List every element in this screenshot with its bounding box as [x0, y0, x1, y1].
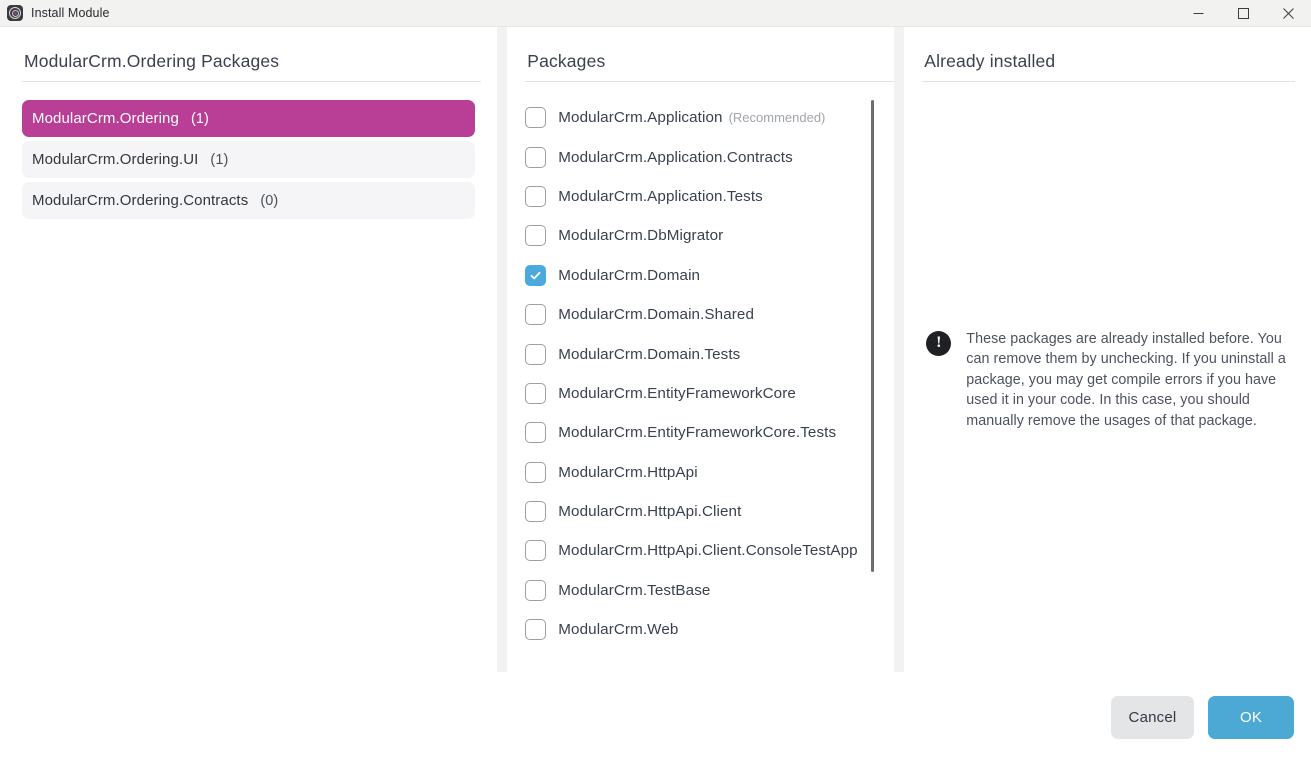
middle-panel-divider	[525, 81, 895, 82]
already-installed-panel: Already installed ! These packages are a…	[904, 27, 1311, 672]
module-list-item[interactable]: ModularCrm.Ordering (1)	[22, 100, 476, 137]
package-tag: (Recommended)	[728, 110, 826, 126]
module-packages-title: ModularCrm.Ordering Packages	[24, 51, 280, 71]
module-list-body: ModularCrm.Ordering (1) ModularCrm.Order…	[0, 82, 497, 672]
already-installed-content: ! These packages are already installed b…	[904, 82, 1311, 672]
package-row[interactable]: ModularCrm.TestBase	[507, 571, 894, 610]
package-name: ModularCrm.Domain.Tests	[558, 345, 741, 363]
module-list: ModularCrm.Ordering (1) ModularCrm.Order…	[0, 82, 497, 219]
left-splitter[interactable]	[497, 27, 508, 672]
package-checkbox[interactable]	[525, 579, 547, 601]
package-name: ModularCrm.EntityFrameworkCore.Tests	[558, 424, 837, 442]
package-row[interactable]: ModularCrm.HttpApi	[507, 453, 894, 492]
package-name: ModularCrm.Domain.Shared	[558, 306, 754, 324]
already-installed-title: Already installed	[924, 51, 1056, 71]
right-splitter[interactable]	[894, 27, 905, 672]
package-row[interactable]: ModularCrm.Domain.Shared	[507, 295, 894, 334]
package-checkbox[interactable]	[525, 540, 547, 562]
package-name: ModularCrm.Domain	[558, 266, 701, 284]
minimize-icon[interactable]	[1176, 0, 1221, 27]
exclamation-icon: !	[926, 330, 952, 356]
package-name: ModularCrm.DbMigrator	[558, 227, 724, 245]
package-name: ModularCrm.Web	[558, 621, 679, 639]
module-item-label: ModularCrm.Ordering.Contracts	[32, 192, 249, 209]
package-name: ModularCrm.Application	[558, 109, 723, 127]
packages-list-body: ModularCrm.Application (Recommended) Mod…	[507, 82, 894, 672]
title-bar: Install Module	[0, 0, 1311, 27]
window-controls	[1176, 0, 1311, 27]
module-item-count: (0)	[260, 192, 279, 209]
right-panel-divider	[922, 81, 1295, 82]
abp-studio-icon	[7, 5, 23, 21]
package-name: ModularCrm.EntityFrameworkCore	[558, 384, 796, 402]
package-name: ModularCrm.Application.Contracts	[558, 148, 793, 166]
window-title: Install Module	[31, 6, 110, 20]
package-checkbox[interactable]	[525, 422, 547, 444]
package-checkbox[interactable]	[525, 501, 547, 523]
package-checkbox[interactable]	[525, 304, 547, 326]
module-item-count: (1)	[210, 151, 229, 168]
package-name: ModularCrm.Application.Tests	[558, 187, 763, 205]
module-item-label: ModularCrm.Ordering.UI	[32, 151, 199, 168]
package-name: ModularCrm.HttpApi.Client	[558, 503, 742, 521]
module-list-item[interactable]: ModularCrm.Ordering.UI (1)	[22, 141, 476, 178]
left-panel-divider	[22, 81, 482, 82]
package-row[interactable]: ModularCrm.EntityFrameworkCore	[507, 374, 894, 413]
packages-scrollbar[interactable]	[871, 100, 875, 572]
package-name: ModularCrm.HttpApi.Client.ConsoleTestApp	[558, 542, 858, 560]
info-message-text: These packages are already installed bef…	[966, 330, 1286, 429]
package-checkbox[interactable]	[525, 107, 547, 129]
package-row[interactable]: ModularCrm.Domain.Tests	[507, 334, 894, 373]
maximize-icon[interactable]	[1221, 0, 1266, 27]
package-row[interactable]: ModularCrm.Application.Contracts	[507, 137, 894, 176]
dialog-content: ModularCrm.Ordering Packages ModularCrm.…	[0, 27, 1311, 672]
package-name: ModularCrm.TestBase	[558, 581, 711, 599]
packages-list: ModularCrm.Application (Recommended) Mod…	[507, 82, 894, 672]
package-row[interactable]: ModularCrm.EntityFrameworkCore.Tests	[507, 413, 894, 452]
package-checkbox[interactable]	[525, 382, 547, 404]
package-checkbox[interactable]	[525, 461, 547, 483]
package-name: ModularCrm.HttpApi	[558, 463, 698, 481]
module-packages-panel: ModularCrm.Ordering Packages ModularCrm.…	[0, 27, 497, 672]
packages-panel: Packages ModularCrm.Application (Recomme…	[507, 27, 895, 672]
module-list-item[interactable]: ModularCrm.Ordering.Contracts (0)	[22, 182, 476, 219]
cancel-button[interactable]: Cancel	[1111, 696, 1194, 739]
package-checkbox[interactable]	[525, 185, 547, 207]
package-row[interactable]: ModularCrm.Application (Recommended)	[507, 98, 894, 137]
already-installed-body: ! These packages are already installed b…	[904, 82, 1311, 672]
package-row[interactable]: ModularCrm.Application.Tests	[507, 177, 894, 216]
package-row[interactable]: ModularCrm.Web	[507, 610, 894, 649]
ok-button[interactable]: OK	[1208, 696, 1294, 739]
package-row[interactable]: ModularCrm.DbMigrator	[507, 216, 894, 255]
title-bar-left: Install Module	[0, 5, 110, 21]
packages-title: Packages	[527, 51, 606, 71]
module-item-count: (1)	[190, 110, 209, 127]
package-checkbox[interactable]	[525, 225, 547, 247]
package-checkbox[interactable]	[525, 264, 547, 286]
package-row[interactable]: ModularCrm.HttpApi.Client.ConsoleTestApp	[507, 531, 894, 570]
package-checkbox[interactable]	[525, 343, 547, 365]
info-message: ! These packages are already installed b…	[904, 329, 1304, 432]
package-row[interactable]: ModularCrm.Domain	[507, 256, 894, 295]
package-checkbox[interactable]	[525, 146, 547, 168]
package-checkbox[interactable]	[525, 619, 547, 641]
dialog-footer: Cancel OK	[0, 672, 1311, 773]
module-item-label: ModularCrm.Ordering	[32, 110, 179, 127]
close-icon[interactable]	[1266, 0, 1311, 27]
package-row[interactable]: ModularCrm.HttpApi.Client	[507, 492, 894, 531]
